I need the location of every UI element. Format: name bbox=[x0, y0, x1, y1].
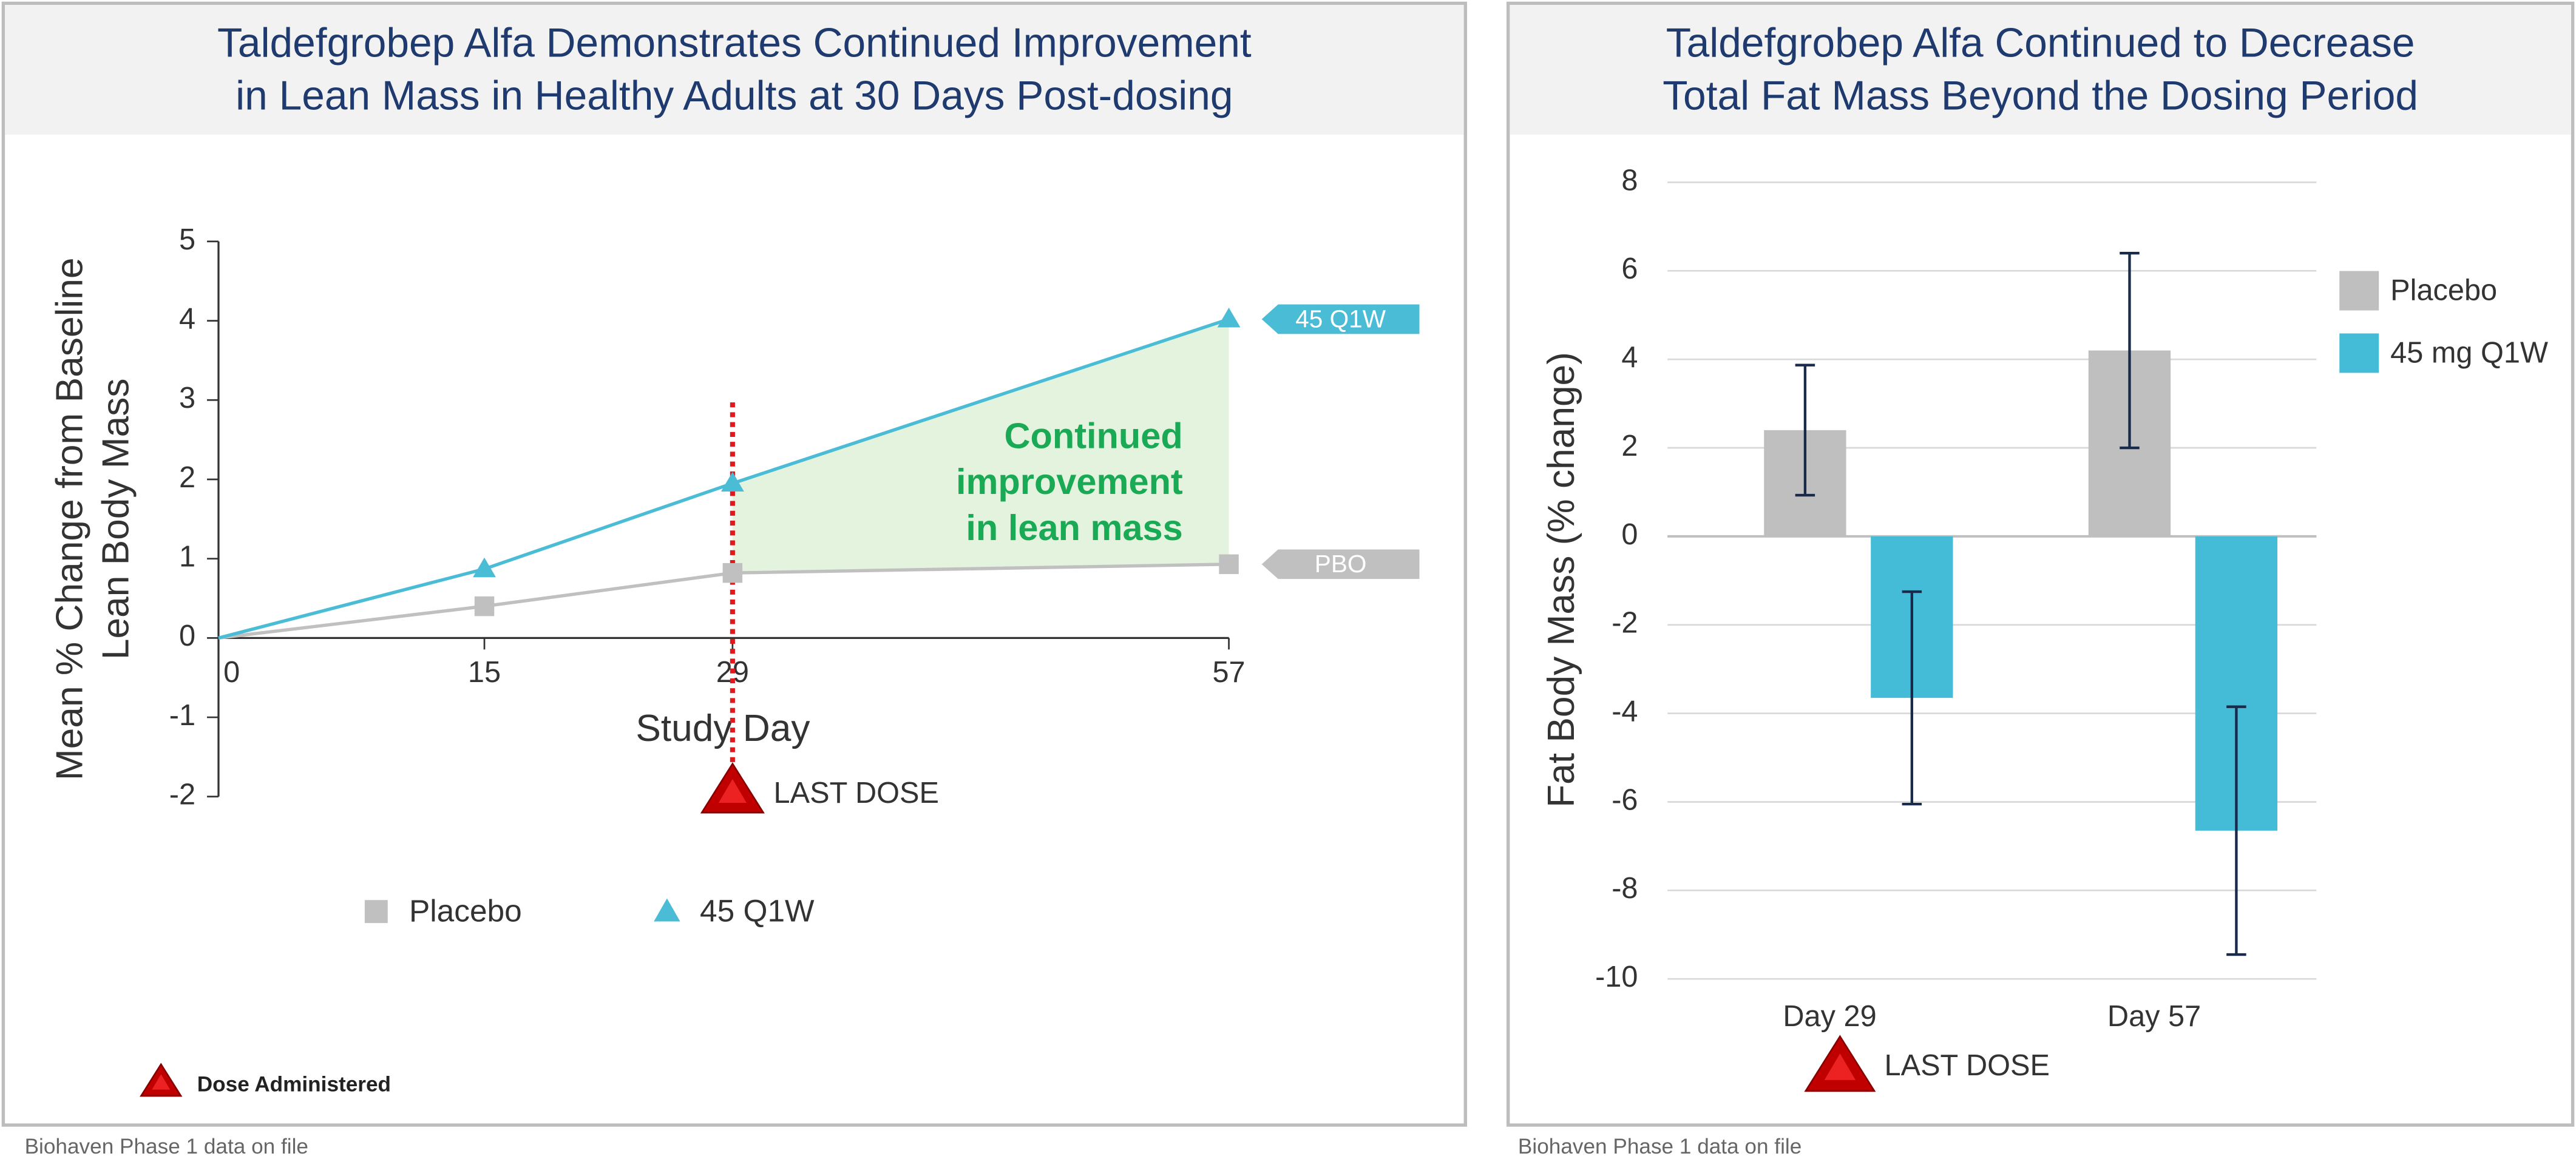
x-axis-label: Study Day bbox=[636, 708, 810, 749]
x-tick-label: 15 bbox=[468, 656, 501, 689]
chart-title: in Lean Mass in Healthy Adults at 30 Day… bbox=[236, 73, 1233, 118]
end-tag bbox=[1261, 549, 1420, 580]
annotation: in lean mass bbox=[966, 507, 1182, 548]
y-tick-label: 4 bbox=[179, 302, 195, 335]
end-tag-label: PBO bbox=[1315, 550, 1367, 578]
y-tick-label: 2 bbox=[179, 461, 195, 494]
source: Biohaven Phase 1 data on file bbox=[1518, 1135, 1802, 1158]
y-tick-label: 0 bbox=[1621, 518, 1638, 551]
legend-label: 45 mg Q1W bbox=[2390, 337, 2548, 370]
y-tick-label: 2 bbox=[1621, 430, 1638, 462]
marker bbox=[720, 471, 744, 492]
marker bbox=[1219, 554, 1239, 575]
x-tick-label: Day 29 bbox=[1783, 1000, 1876, 1033]
annotation: improvement bbox=[956, 461, 1183, 502]
marker bbox=[722, 563, 743, 583]
y-tick-label: -8 bbox=[1612, 872, 1638, 905]
series-line bbox=[218, 317, 1230, 640]
series-line bbox=[218, 563, 1229, 640]
y-axis-label: Mean % Change from Baseline bbox=[49, 258, 91, 781]
source: Biohaven Phase 1 data on file bbox=[25, 1135, 308, 1158]
last-dose-label: LAST DOSE bbox=[774, 777, 939, 809]
panel bbox=[1506, 1, 2575, 1127]
y-tick-label: -4 bbox=[1612, 695, 1638, 728]
marker bbox=[1217, 308, 1241, 328]
title-band bbox=[1510, 5, 2571, 135]
dose-icon-highlight bbox=[718, 779, 747, 803]
y-tick-label: -10 bbox=[1595, 961, 1638, 993]
legend-label: 45 Q1W bbox=[700, 893, 815, 928]
y-tick-label: -2 bbox=[169, 779, 195, 811]
error-bar bbox=[1795, 363, 1815, 497]
legend-label: Placebo bbox=[409, 893, 522, 928]
y-axis-label: Fat Body Mass (% change) bbox=[1541, 352, 1582, 808]
y-tick-label: 0 bbox=[179, 620, 195, 652]
end-tag-label: 45 Q1W bbox=[1295, 305, 1386, 333]
y-tick-label: 6 bbox=[1621, 252, 1638, 285]
y-tick-label: -6 bbox=[1612, 783, 1638, 816]
title-band bbox=[5, 5, 1464, 135]
x-tick-label: Day 57 bbox=[2107, 1000, 2201, 1033]
end-tag bbox=[1261, 304, 1420, 334]
dose-legend-label: Dose Administered bbox=[197, 1072, 391, 1096]
shaded-region bbox=[732, 319, 1229, 573]
y-tick-label: 5 bbox=[179, 223, 195, 256]
marker bbox=[473, 557, 496, 578]
chart-title: Taldefgrobep Alfa Demonstrates Continued… bbox=[217, 21, 1252, 66]
chart-title: Total Fat Mass Beyond the Dosing Period bbox=[1663, 73, 2418, 118]
error-bar bbox=[1902, 590, 1922, 806]
legend-swatch bbox=[2339, 271, 2379, 311]
dose-icon-highlight bbox=[1824, 1053, 1856, 1080]
chart-title: Taldefgrobep Alfa Continued to Decrease bbox=[1666, 21, 2415, 66]
annotation: Continued bbox=[1004, 415, 1182, 456]
legend-swatch bbox=[2339, 333, 2379, 373]
y-tick-label: 1 bbox=[179, 541, 195, 573]
legend-marker bbox=[654, 898, 680, 922]
x-tick-label: 57 bbox=[1212, 656, 1245, 689]
last-dose-label: LAST DOSE bbox=[1885, 1049, 2050, 1082]
legend-marker bbox=[364, 900, 388, 924]
x-tick-label: 0 bbox=[223, 656, 240, 689]
y-tick-label: 3 bbox=[179, 382, 195, 414]
y-axis-label: Lean Body Mass bbox=[95, 378, 137, 660]
legend-label: Placebo bbox=[2390, 274, 2497, 307]
marker bbox=[474, 596, 495, 617]
error-bar bbox=[2226, 705, 2246, 956]
error-bar bbox=[2120, 251, 2140, 450]
y-tick-label: -1 bbox=[169, 699, 195, 732]
y-tick-label: 4 bbox=[1621, 341, 1638, 374]
y-tick-label: -2 bbox=[1612, 607, 1638, 640]
y-tick-label: 8 bbox=[1621, 164, 1638, 197]
dose-icon-highlight bbox=[152, 1074, 171, 1090]
